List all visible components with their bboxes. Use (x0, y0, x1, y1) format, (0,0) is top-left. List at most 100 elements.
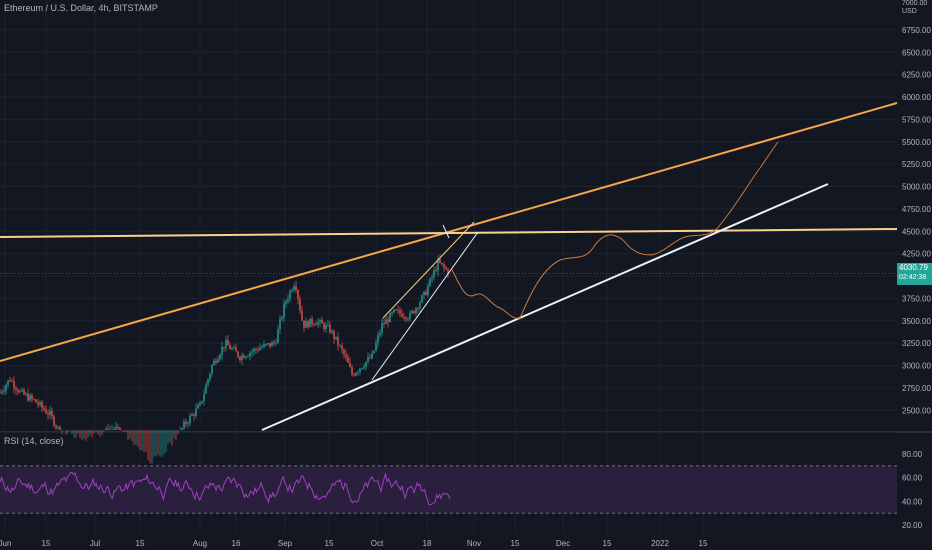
candle-body (423, 291, 425, 296)
candle-body (195, 408, 197, 416)
candle-body (365, 361, 367, 367)
candle-body (9, 380, 11, 382)
candle-body (385, 319, 387, 324)
candle-body (359, 368, 361, 372)
pane-separator (0, 431, 932, 433)
candle-body (45, 409, 47, 414)
candle-body (293, 286, 295, 291)
candle-body (271, 342, 273, 347)
candle-body (187, 423, 189, 425)
rsi-title: RSI (14, close) (4, 436, 64, 446)
candle-body (7, 380, 9, 386)
candle-body (301, 310, 303, 321)
price-tick-label: 5500.00 (902, 138, 931, 147)
candle-body (51, 410, 53, 417)
candle-body (225, 340, 227, 348)
candle-body (435, 270, 437, 272)
candle-body (267, 343, 269, 345)
candle-body (207, 379, 209, 385)
candle-body (229, 345, 231, 350)
time-tick-label: 15 (603, 539, 612, 548)
candle-body (379, 332, 381, 336)
time-tick-label: 2022 (651, 539, 669, 548)
time-tick-label: 15 (136, 539, 145, 548)
candle-body (27, 393, 29, 401)
horizontal-resistance-line (0, 228, 898, 238)
candle-body (357, 371, 359, 373)
time-tick-label: Jul (90, 539, 100, 548)
candle-body (259, 347, 261, 351)
last-price-value: 4030.79 (899, 263, 928, 272)
candle-body (209, 373, 211, 380)
candle-body (285, 301, 287, 304)
candle-body (263, 344, 265, 348)
candle-body (299, 299, 301, 311)
candle-body (269, 343, 271, 347)
candle-body (413, 311, 415, 314)
candle-body (251, 351, 253, 353)
price-tick-label: 4250.00 (902, 250, 931, 259)
candle-body (411, 311, 413, 314)
candle-body (35, 399, 37, 403)
candle-body (211, 364, 213, 374)
candle-body (433, 270, 435, 277)
candle-body (441, 262, 443, 265)
candle-body (191, 414, 193, 416)
candle-body (371, 353, 373, 359)
rsi-tick-label: 40.00 (902, 497, 923, 506)
candle-body (397, 309, 399, 311)
candle-body (197, 405, 199, 409)
candle-body (317, 322, 319, 325)
candle-body (375, 342, 377, 351)
candle-body (217, 359, 219, 363)
candle-body (223, 346, 225, 348)
candle-body (193, 414, 195, 416)
candle-body (425, 291, 427, 295)
candle-body (249, 352, 251, 357)
candle-body (367, 357, 369, 362)
candle-body (53, 416, 55, 426)
candle-body (5, 385, 7, 391)
price-axis-unit-label: USD (902, 8, 917, 15)
candle-body (439, 259, 441, 263)
candle-body (185, 421, 187, 424)
candle-body (297, 290, 299, 300)
candle-body (429, 278, 431, 287)
candle-body (311, 318, 313, 325)
wedge-lower-line (371, 231, 479, 381)
candle-body (419, 302, 421, 309)
candle-body (343, 349, 345, 355)
candle-body (11, 381, 13, 383)
candle-body (295, 286, 297, 291)
candle-body (409, 313, 411, 319)
time-tick-label: Nov (467, 539, 481, 548)
chart-title: Ethereum / U.S. Dollar, 4h, BITSTAMP (4, 3, 158, 13)
candle-body (15, 387, 17, 391)
candle-body (323, 323, 325, 330)
last-price-tag: 4030.79 02:42:38 (897, 263, 932, 285)
candle-body (57, 427, 59, 429)
time-tick-label: 18 (423, 539, 432, 548)
candle-body (347, 357, 349, 363)
candle-body (17, 390, 19, 393)
candle-body (277, 329, 279, 343)
candle-body (427, 286, 429, 295)
price-tick-label: 6500.00 (902, 48, 931, 57)
candle-body (345, 354, 347, 358)
candle-body (291, 290, 293, 292)
candle-body (373, 350, 375, 354)
candle-body (407, 318, 409, 320)
candle-body (443, 264, 445, 268)
candle-body (113, 429, 115, 430)
candle-body (329, 324, 331, 333)
candle-body (31, 395, 33, 399)
candle-body (361, 368, 363, 370)
candle-body (281, 317, 283, 320)
candle-body (13, 381, 15, 388)
rsi-tick-label: 80.00 (902, 450, 923, 459)
candle-body (29, 395, 31, 401)
time-tick-label: 15 (511, 539, 520, 548)
price-tick-label: 2750.00 (902, 384, 931, 393)
price-tick-label: 3250.00 (902, 339, 931, 348)
